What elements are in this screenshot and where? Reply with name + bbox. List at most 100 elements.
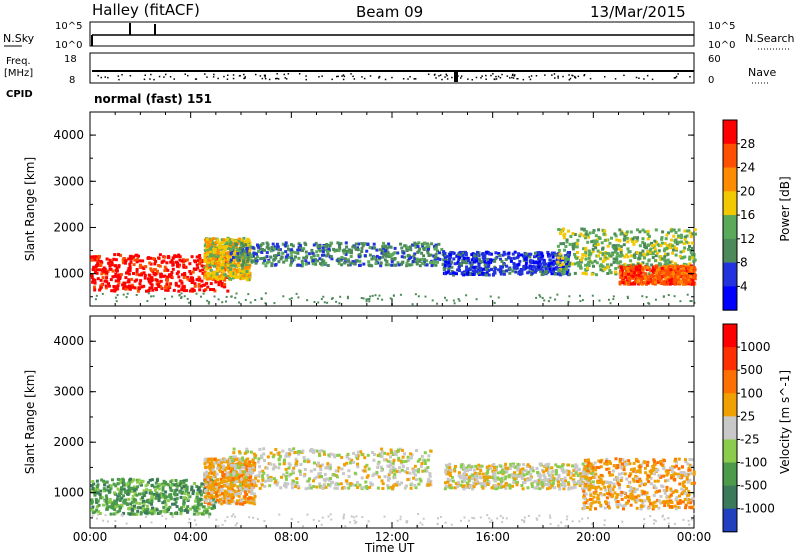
data-cell bbox=[230, 463, 234, 467]
data-cell bbox=[248, 460, 252, 464]
data-cell bbox=[604, 256, 608, 260]
data-cell bbox=[119, 253, 122, 257]
data-cell bbox=[452, 273, 455, 277]
data-cell bbox=[466, 270, 470, 274]
data-cell bbox=[213, 274, 217, 278]
data-cell bbox=[207, 492, 211, 496]
data-cell bbox=[552, 269, 555, 272]
ground-cell bbox=[465, 294, 468, 297]
data-cell bbox=[118, 494, 122, 498]
data-cell bbox=[325, 244, 328, 248]
data-cell bbox=[191, 279, 195, 283]
ground-cell bbox=[431, 299, 434, 302]
data-cell bbox=[390, 461, 393, 465]
data-cell bbox=[221, 474, 225, 478]
data-cell bbox=[197, 507, 201, 511]
data-cell bbox=[236, 252, 240, 256]
data-cell bbox=[398, 447, 402, 451]
data-cell bbox=[611, 253, 615, 257]
data-cell bbox=[242, 250, 246, 254]
data-cell bbox=[175, 484, 179, 488]
data-cell bbox=[471, 273, 475, 276]
data-cell bbox=[132, 498, 136, 501]
data-cell bbox=[139, 512, 143, 516]
nave-dot bbox=[509, 77, 511, 79]
data-cell bbox=[214, 241, 218, 245]
data-cell bbox=[267, 246, 271, 250]
data-cell bbox=[671, 248, 675, 252]
data-cell bbox=[239, 253, 242, 257]
data-cell bbox=[210, 507, 214, 510]
ground-cell bbox=[381, 298, 384, 301]
data-cell bbox=[638, 268, 641, 272]
data-cell bbox=[211, 241, 215, 245]
data-cell bbox=[209, 282, 213, 286]
data-cell bbox=[128, 287, 132, 291]
data-cell bbox=[638, 264, 641, 268]
data-cell bbox=[135, 272, 139, 276]
data-cell bbox=[142, 502, 146, 506]
nave-dot bbox=[451, 76, 453, 79]
data-cell bbox=[225, 484, 229, 488]
nave-dot bbox=[511, 74, 514, 76]
data-cell bbox=[223, 268, 227, 272]
data-cell bbox=[481, 256, 485, 260]
data-cell bbox=[203, 276, 207, 280]
data-cell bbox=[392, 469, 396, 473]
data-cell bbox=[502, 269, 506, 273]
data-cell bbox=[618, 272, 622, 276]
data-cell bbox=[120, 485, 124, 489]
data-cell bbox=[493, 259, 497, 263]
data-cell bbox=[387, 252, 391, 256]
data-cell bbox=[254, 257, 258, 261]
data-cell bbox=[168, 274, 172, 278]
data-cell bbox=[250, 482, 254, 486]
data-cell bbox=[660, 276, 664, 280]
ground-cell bbox=[171, 295, 174, 298]
data-cell bbox=[665, 244, 669, 247]
data-cell bbox=[195, 278, 199, 282]
data-cell bbox=[161, 495, 165, 499]
data-cell bbox=[563, 271, 567, 275]
data-cell bbox=[234, 242, 238, 246]
data-cell bbox=[262, 447, 266, 451]
data-cell bbox=[243, 266, 247, 270]
data-cell bbox=[632, 271, 636, 275]
data-cell bbox=[232, 447, 236, 451]
data-cell bbox=[244, 476, 248, 480]
data-cell bbox=[102, 487, 106, 491]
ground-cell bbox=[598, 299, 601, 302]
data-cell bbox=[487, 269, 491, 272]
nsky-tick-top-right: 10^5 bbox=[708, 21, 735, 32]
data-cell bbox=[96, 499, 100, 503]
data-cell bbox=[429, 449, 433, 453]
data-cell bbox=[358, 259, 362, 263]
data-cell bbox=[606, 272, 610, 275]
data-cell bbox=[365, 249, 369, 253]
data-cell bbox=[133, 286, 137, 290]
nave-dot bbox=[283, 73, 285, 76]
data-cell bbox=[318, 244, 322, 248]
data-cell bbox=[105, 499, 108, 503]
data-cell bbox=[104, 284, 108, 288]
data-cell bbox=[173, 502, 177, 506]
data-cell bbox=[595, 240, 599, 244]
data-cell bbox=[109, 512, 113, 516]
data-cell bbox=[233, 477, 237, 481]
data-cell bbox=[223, 460, 226, 464]
ground-cell bbox=[254, 299, 257, 301]
data-cell bbox=[142, 271, 146, 275]
data-cell bbox=[96, 262, 100, 266]
data-cell bbox=[211, 258, 215, 262]
data-cell bbox=[253, 495, 257, 498]
data-cell bbox=[481, 252, 485, 255]
data-cell bbox=[668, 260, 672, 264]
data-cell bbox=[528, 255, 532, 259]
data-cell bbox=[274, 448, 278, 451]
data-cell bbox=[298, 450, 302, 454]
data-cell bbox=[214, 484, 218, 488]
ground-cell bbox=[264, 302, 267, 305]
data-cell bbox=[160, 494, 164, 498]
data-cell bbox=[190, 281, 194, 284]
data-cell bbox=[667, 268, 670, 272]
